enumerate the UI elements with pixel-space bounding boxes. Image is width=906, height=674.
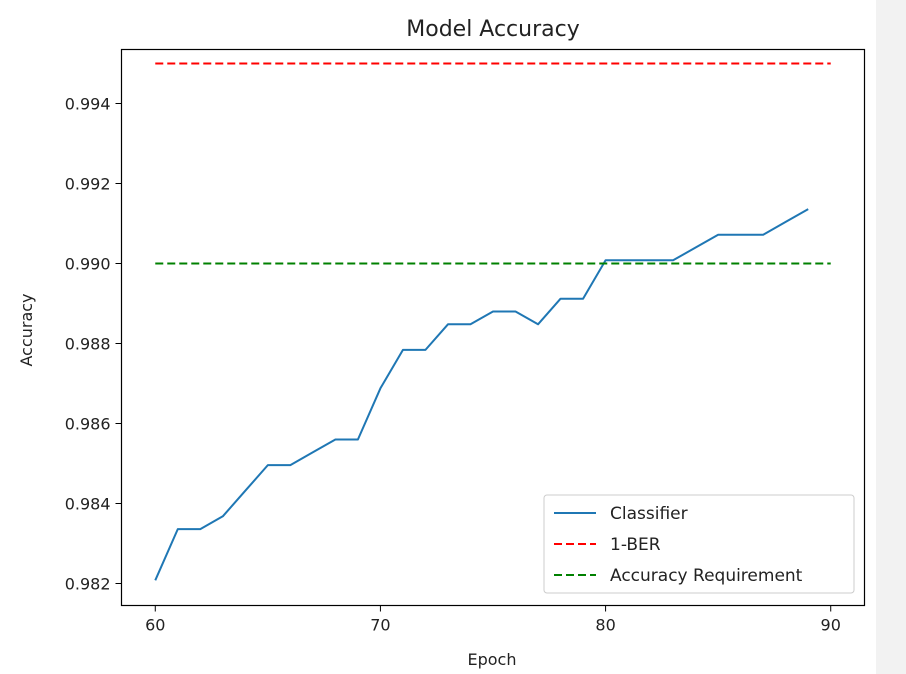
- series-line-0: [154, 208, 809, 581]
- plot-frame: [120, 48, 866, 607]
- y-tick-label: 0.990: [65, 255, 111, 274]
- legend: Classifier 1-BER Accuracy Requirement: [543, 494, 855, 594]
- y-tick-label: 0.992: [65, 175, 111, 194]
- y-axis-ticks: 0.982 0.984 0.986 0.988 0.990 0.992 0.994: [65, 95, 122, 594]
- x-axis-label: Epoch: [468, 650, 517, 669]
- x-tick-label: 60: [145, 616, 165, 635]
- legend-label-2: Accuracy Requirement: [610, 566, 803, 586]
- y-tick-label: 0.982: [65, 575, 111, 594]
- legend-box: [543, 494, 855, 594]
- legend-label-0: Classifier: [610, 504, 688, 524]
- x-tick-label: 70: [370, 616, 390, 635]
- x-tick-label: 90: [821, 616, 841, 635]
- y-tick-label: 0.988: [65, 335, 111, 354]
- y-tick-label: 0.986: [65, 415, 111, 434]
- legend-label-1: 1-BER: [610, 535, 661, 555]
- plot-area: [154, 62, 831, 581]
- y-axis-label: Accuracy: [17, 293, 36, 366]
- right-edge-background: [876, 0, 906, 674]
- y-tick-label: 0.994: [65, 95, 111, 114]
- chart-title: Model Accuracy: [406, 17, 580, 42]
- x-axis-ticks: 60 70 80 90: [145, 605, 841, 635]
- y-tick-label: 0.984: [65, 495, 111, 514]
- x-tick-label: 80: [595, 616, 615, 635]
